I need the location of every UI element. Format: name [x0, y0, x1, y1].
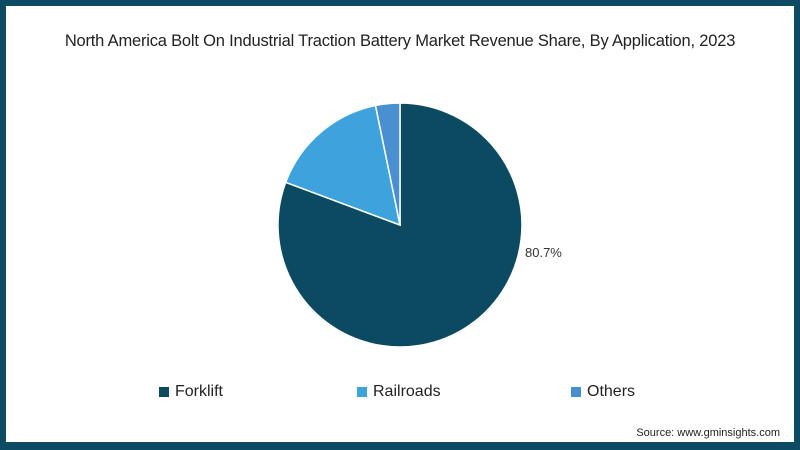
legend-swatch-icon [571, 387, 581, 397]
slice-railroads [284, 104, 402, 227]
chart-title: North America Bolt On Industrial Tractio… [64, 32, 736, 50]
legend-swatch-icon [357, 387, 367, 397]
chart-legend: Forklift Railroads Others [0, 383, 800, 403]
legend-item-forklift: Forklift [159, 383, 223, 401]
data-label-forklift: 80.7% [525, 245, 562, 260]
legend-item-railroads: Railroads [357, 383, 441, 401]
slice-others [374, 102, 401, 226]
legend-label: Others [587, 383, 636, 400]
legend-label: Forklift [175, 383, 223, 400]
legend-label: Railroads [373, 383, 441, 400]
legend-item-others: Others [571, 383, 635, 401]
source-note: Source: www.gminsights.com [636, 427, 780, 439]
legend-swatch-icon [159, 387, 169, 397]
